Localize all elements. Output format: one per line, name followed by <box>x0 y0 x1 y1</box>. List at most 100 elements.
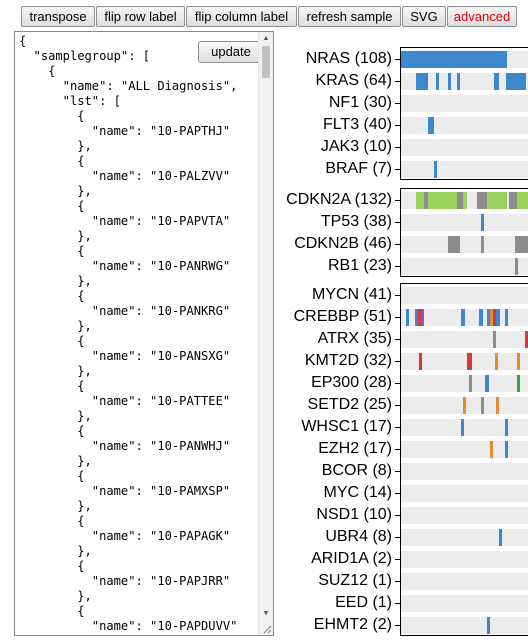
mutation-cell-cnv_loss[interactable] <box>481 236 484 253</box>
mutation-cell-snv[interactable] <box>448 73 451 90</box>
mutation-cell-snv[interactable] <box>461 309 465 326</box>
gene-label-crebbp[interactable]: CREBBP (51) <box>293 308 392 325</box>
mutation-cell-cnv_gain[interactable] <box>428 192 434 209</box>
mutation-cell-cnv_loss[interactable] <box>515 236 528 253</box>
mutation-cell-nonsense[interactable] <box>493 309 496 326</box>
mutation-cell-cnv_gain[interactable] <box>444 192 452 209</box>
gene-label-ep300[interactable]: EP300 (28) <box>311 374 392 391</box>
mutation-cell-cnv_loss[interactable] <box>424 192 428 209</box>
gene-track-ezh2[interactable] <box>401 441 528 458</box>
transpose-button[interactable]: transpose <box>21 6 95 27</box>
mutation-cell-cnv_gain[interactable] <box>503 192 507 209</box>
gene-track-kmt2d[interactable] <box>401 353 528 370</box>
gene-label-suz12[interactable]: SUZ12 (1) <box>318 572 392 589</box>
gene-label-bcor[interactable]: BCOR (8) <box>321 462 392 479</box>
mutation-cell-nonsense[interactable] <box>525 331 528 348</box>
mutation-cell-cnv_loss[interactable] <box>515 258 518 275</box>
gene-label-atrx[interactable]: ATRX (35) <box>317 330 392 347</box>
mutation-cell-snv[interactable] <box>406 309 409 326</box>
gene-label-nf1[interactable]: NF1 (30) <box>328 94 392 111</box>
editor-scrollbar[interactable]: ▲ ▼ <box>258 32 273 635</box>
gene-track-ehmt2[interactable] <box>401 617 528 634</box>
mutation-cell-snv[interactable] <box>494 73 499 90</box>
mutation-cell-cnv_loss[interactable] <box>493 331 496 348</box>
mutation-cell-cnv_loss[interactable] <box>509 192 517 209</box>
mutation-cell-frameshift[interactable] <box>490 309 493 326</box>
gene-label-nras[interactable]: NRAS (108) <box>305 50 392 67</box>
mutation-cell-cnv_gain[interactable] <box>517 192 528 209</box>
gene-track-flt3[interactable] <box>401 117 528 134</box>
mutation-cell-splice[interactable] <box>421 309 424 326</box>
resize-grip-icon[interactable] <box>262 624 272 634</box>
mutation-cell-frameshift[interactable] <box>517 353 520 370</box>
gene-label-eed[interactable]: EED (1) <box>335 594 392 611</box>
flip-column-label-button[interactable]: flip column label <box>186 6 297 27</box>
gene-track-cdkn2a[interactable] <box>401 192 528 209</box>
gene-track-tp53[interactable] <box>401 214 528 231</box>
mutation-cell-snv[interactable] <box>481 214 484 231</box>
json-editor-text[interactable]: { "samplegroup": [ { "name": "ALL Diagno… <box>19 34 238 633</box>
mutation-cell-cnv_gain[interactable] <box>487 192 503 209</box>
gene-label-whsc1[interactable]: WHSC1 (17) <box>301 418 392 435</box>
gene-label-tp53[interactable]: TP53 (38) <box>320 213 392 230</box>
mutation-cell-cnv_gain[interactable] <box>452 192 457 209</box>
mutation-cell-cnv_gain[interactable] <box>434 192 444 209</box>
mutation-cell-cnv_gain[interactable] <box>463 192 467 209</box>
gene-track-nsd1[interactable] <box>401 507 528 524</box>
mutation-cell-snv[interactable] <box>505 309 508 326</box>
gene-label-kmt2d[interactable]: KMT2D (32) <box>304 352 392 369</box>
gene-track-bcor[interactable] <box>401 463 528 480</box>
mutation-cell-snv[interactable] <box>506 73 526 90</box>
mutation-cell-frameshift[interactable] <box>496 397 499 414</box>
mutation-cell-snv[interactable] <box>428 117 434 134</box>
gene-label-nsd1[interactable]: NSD1 (10) <box>316 506 392 523</box>
mutation-cell-cnv_loss[interactable] <box>448 236 460 253</box>
mutation-cell-nonsense[interactable] <box>418 309 421 326</box>
gene-track-suz12[interactable] <box>401 573 528 590</box>
gene-label-braf[interactable]: BRAF (7) <box>325 160 392 177</box>
mutation-cell-snv[interactable] <box>479 309 483 326</box>
scrollbar-thumb[interactable] <box>262 46 270 78</box>
gene-label-myc[interactable]: MYC (14) <box>323 484 392 501</box>
mutation-cell-snv[interactable] <box>505 419 508 436</box>
gene-label-setd2[interactable]: SETD2 (25) <box>307 396 392 413</box>
mutation-cell-nonsense[interactable] <box>419 353 422 370</box>
gene-label-kras[interactable]: KRAS (64) <box>315 72 392 89</box>
mutation-cell-snv[interactable] <box>436 73 439 90</box>
mutation-cell-frameshift[interactable] <box>463 397 466 414</box>
gene-track-setd2[interactable] <box>401 397 528 414</box>
mutation-cell-cnv_loss[interactable] <box>477 192 487 209</box>
scroll-up-arrow-icon[interactable]: ▲ <box>262 35 270 42</box>
gene-track-mycn[interactable] <box>401 287 528 304</box>
refresh-sample-button[interactable]: refresh sample <box>298 6 401 27</box>
gene-track-braf[interactable] <box>401 161 528 178</box>
mutation-cell-snv[interactable] <box>416 73 428 90</box>
gene-label-cdkn2a[interactable]: CDKN2A (132) <box>286 191 392 208</box>
gene-track-nras[interactable] <box>401 51 528 68</box>
svg-button[interactable]: SVG <box>402 6 446 27</box>
gene-track-eed[interactable] <box>401 595 528 612</box>
gene-label-ubr4[interactable]: UBR4 (8) <box>325 528 392 545</box>
gene-track-arid1a[interactable] <box>401 551 528 568</box>
mutation-cell-cnv_loss[interactable] <box>469 375 472 392</box>
gene-label-flt3[interactable]: FLT3 (40) <box>322 116 392 133</box>
gene-track-ep300[interactable] <box>401 375 528 392</box>
mutation-cell-snv[interactable] <box>434 161 437 178</box>
mutation-cell-snv[interactable] <box>496 309 500 326</box>
advanced-button[interactable]: advanced <box>447 6 517 27</box>
flip-row-label-button[interactable]: flip row label <box>96 6 185 27</box>
mutation-cell-snv[interactable] <box>401 51 507 68</box>
mutation-cell-snv[interactable] <box>415 309 418 326</box>
gene-track-ubr4[interactable] <box>401 529 528 546</box>
gene-track-cdkn2b[interactable] <box>401 236 528 253</box>
gene-label-ezh2[interactable]: EZH2 (17) <box>318 440 392 457</box>
scroll-down-arrow-icon[interactable]: ▼ <box>262 610 270 617</box>
gene-label-rb1[interactable]: RB1 (23) <box>327 257 392 274</box>
mutation-cell-other[interactable] <box>517 375 520 392</box>
mutation-cell-cnv_loss[interactable] <box>481 397 484 414</box>
mutation-cell-nonsense[interactable] <box>467 353 472 370</box>
mutation-cell-snv[interactable] <box>457 73 460 90</box>
mutation-cell-snv[interactable] <box>485 375 489 392</box>
mutation-cell-frameshift[interactable] <box>490 441 493 458</box>
mutation-cell-snv[interactable] <box>499 529 502 546</box>
